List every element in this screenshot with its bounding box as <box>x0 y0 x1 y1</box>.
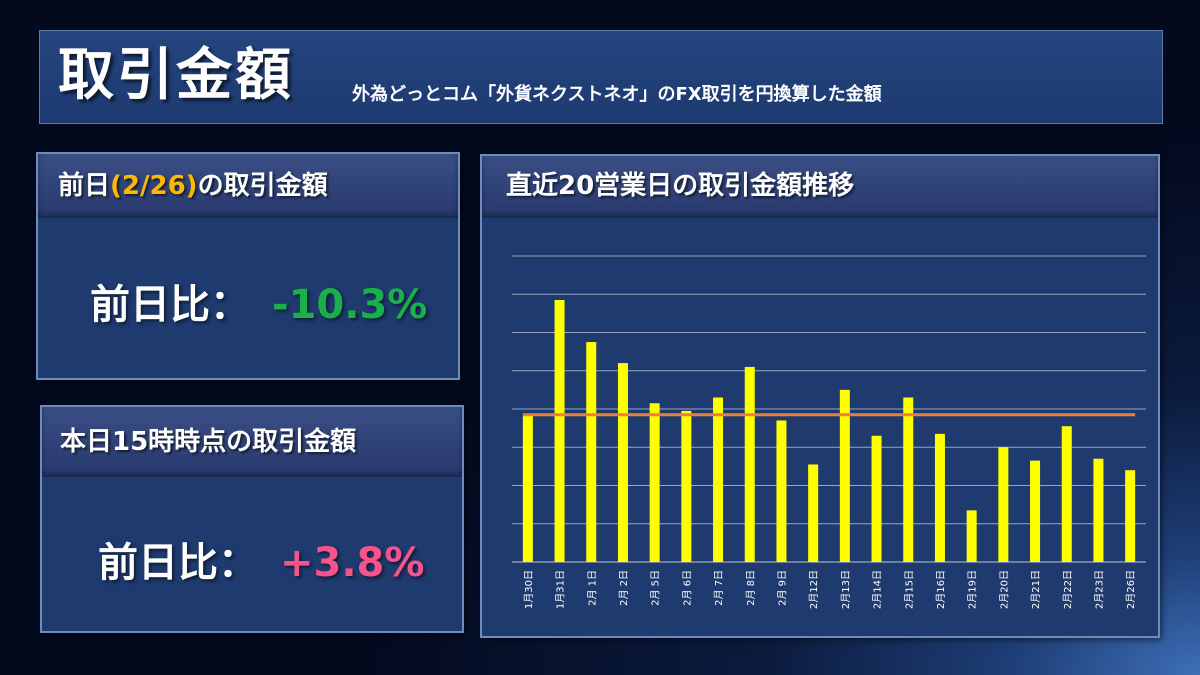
x-tick-label: 2月20日 <box>998 570 1010 609</box>
prev-day-panel-title: 前日(2/26)の取引金額 <box>38 154 458 218</box>
bar-18 <box>1062 426 1072 562</box>
today-metric: 前日比： +3.8% <box>98 530 424 588</box>
today-panel: 本日15時時点の取引金額 前日比： +3.8% <box>40 405 464 633</box>
bar-3 <box>586 342 596 562</box>
prev-day-metric-value: -10.3% <box>272 282 427 328</box>
x-tick-label: 1月31日 <box>555 570 567 609</box>
bars <box>523 300 1135 562</box>
header-banner: 取引金額 <box>39 30 1163 124</box>
x-tick-label: 2月15日 <box>903 570 915 609</box>
bar-9 <box>776 420 786 562</box>
prev-day-title-prefix: 前日 <box>58 171 110 201</box>
x-tick-label: 2月 5日 <box>650 570 662 606</box>
x-tick-label: 1月30日 <box>523 570 535 609</box>
today-metric-label: 前日比： <box>98 540 258 586</box>
x-tick-label: 2月21日 <box>1030 570 1042 609</box>
prev-day-metric-label: 前日比： <box>90 282 250 328</box>
bar-6 <box>681 411 691 562</box>
x-tick-label: 2月 9日 <box>776 570 788 606</box>
bar-8 <box>745 367 755 562</box>
bar-7 <box>713 398 723 562</box>
prev-day-title-suffix: の取引金額 <box>198 171 328 201</box>
bar-14 <box>935 434 945 562</box>
chart-title: 直近20営業日の取引金額推移 <box>482 156 1158 218</box>
x-tick-label: 2月 7日 <box>713 570 725 606</box>
prev-day-metric: 前日比： -10.3% <box>90 272 427 330</box>
bar-17 <box>1030 461 1040 562</box>
bar-13 <box>903 398 913 562</box>
x-tick-label: 2月14日 <box>872 570 884 609</box>
x-tick-label: 2月22日 <box>1062 570 1074 609</box>
x-tick-label: 2月 6日 <box>681 570 693 606</box>
x-tick-label: 2月 8日 <box>745 570 757 606</box>
bar-1 <box>523 415 533 562</box>
bar-16 <box>998 447 1008 562</box>
bar-20 <box>1125 470 1135 562</box>
bar-19 <box>1093 459 1103 562</box>
x-tick-label: 2月26日 <box>1125 570 1137 609</box>
bar-5 <box>650 403 660 562</box>
x-tick-label: 2月 2日 <box>618 570 630 606</box>
page-title: 取引金額 <box>58 41 294 111</box>
bar-4 <box>618 363 628 562</box>
x-tick-label: 2月23日 <box>1093 570 1105 609</box>
bar-15 <box>967 510 977 562</box>
x-tick-label: 2月19日 <box>967 570 979 609</box>
x-tick-label: 2月16日 <box>935 570 947 609</box>
chart-panel: 直近20営業日の取引金額推移 1月30日 1月31日 2月 1日 2月 2日 2月 5日… <box>480 154 1160 638</box>
page-subtitle: 外為どっとコム「外貨ネクストネオ」のFX取引を円換算した金額 <box>352 80 882 106</box>
today-metric-value: +3.8% <box>280 540 424 586</box>
prev-day-date: (2/26) <box>110 171 198 201</box>
x-tick-label: 2月12日 <box>808 570 820 609</box>
prev-day-panel: 前日(2/26)の取引金額 前日比： -10.3% <box>36 152 460 380</box>
gridlines <box>512 256 1146 562</box>
bar-10 <box>808 464 818 562</box>
x-tick-label: 2月 1日 <box>586 570 598 606</box>
x-axis-labels: 1月30日 1月31日 2月 1日 2月 2日 2月 5日 2月 6日 2月 7日 2月 8日… <box>523 570 1137 609</box>
bar-chart: 1月30日 1月31日 2月 1日 2月 2日 2月 5日 2月 6日 2月 7日 2月 8日… <box>482 218 1158 636</box>
today-panel-title: 本日15時時点の取引金額 <box>42 407 462 477</box>
x-tick-label: 2月13日 <box>840 570 852 609</box>
bar-12 <box>872 436 882 562</box>
bar-2 <box>555 300 565 562</box>
